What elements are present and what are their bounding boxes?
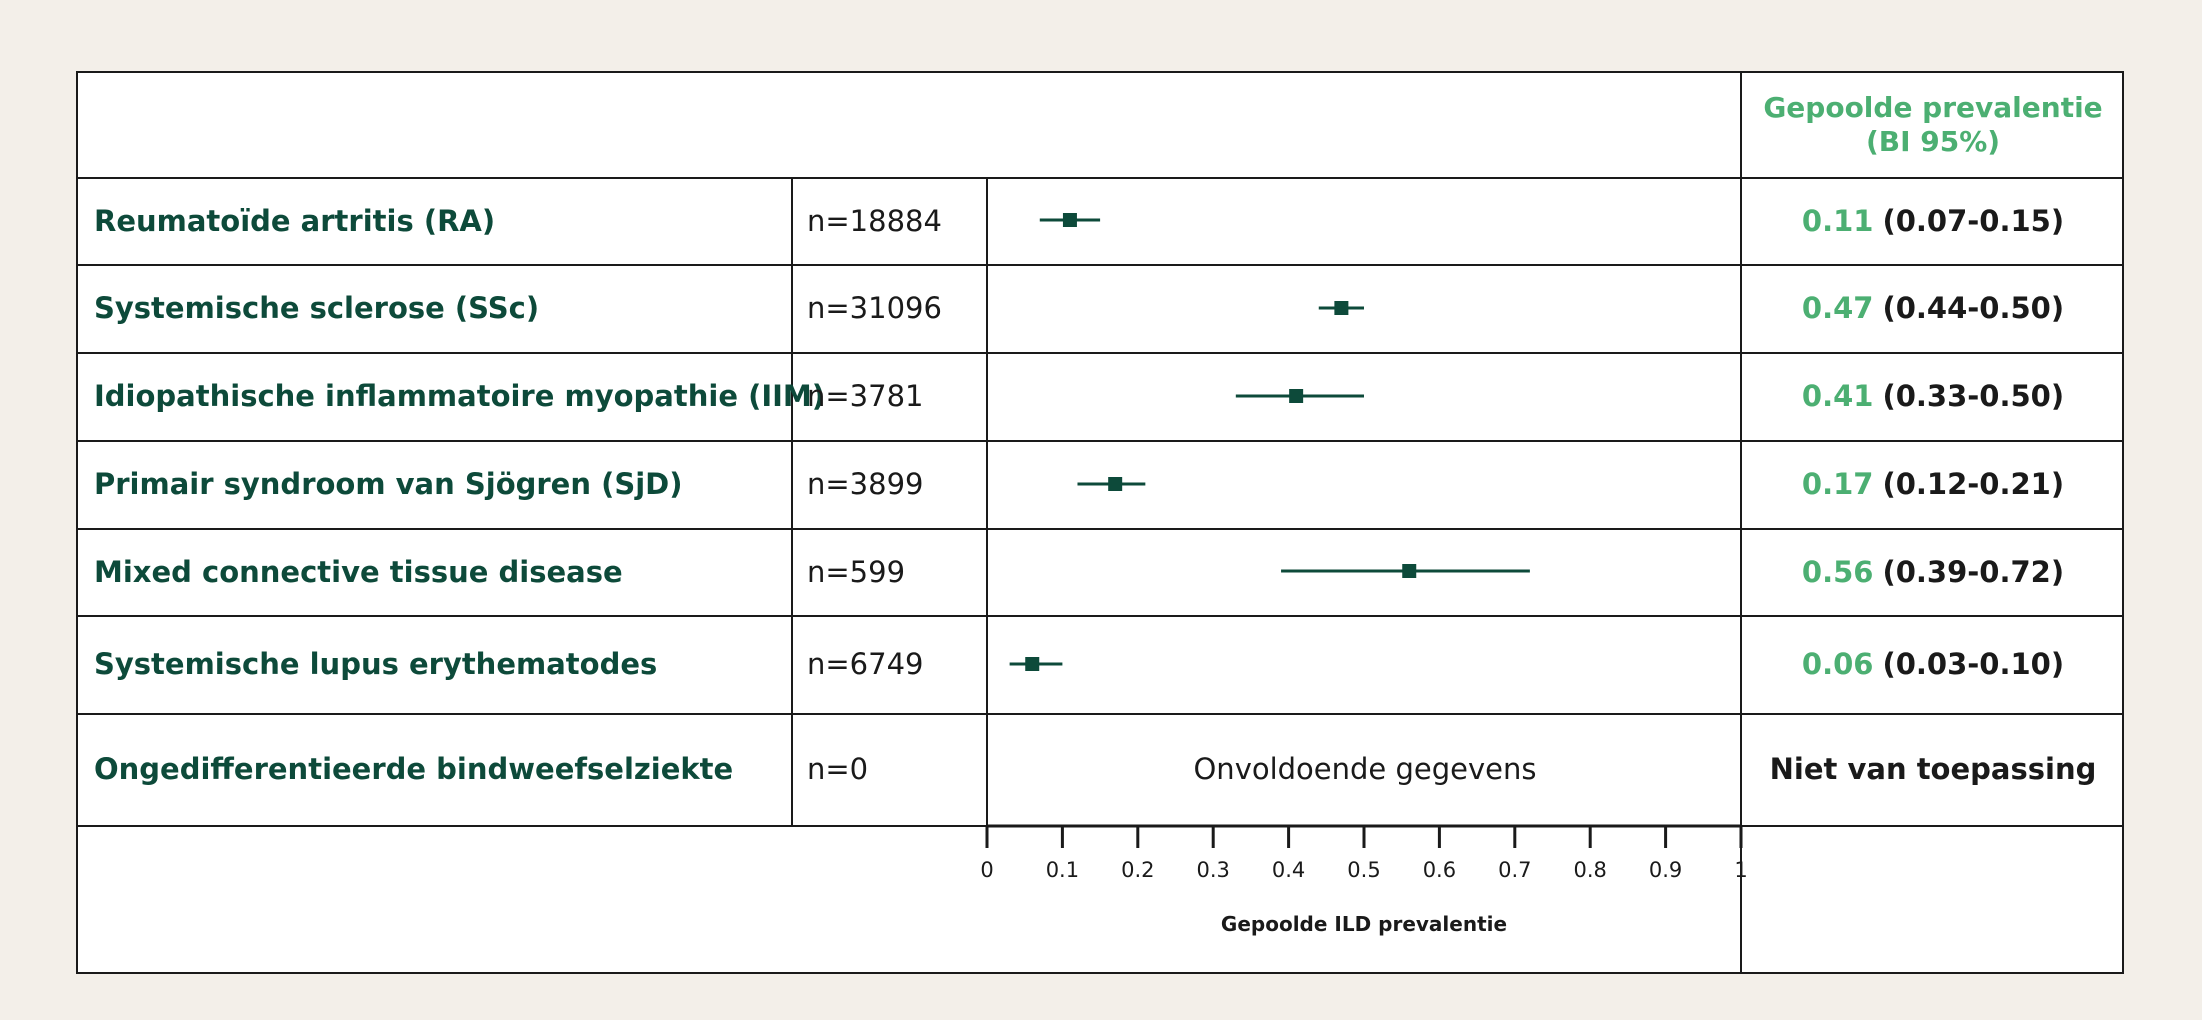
row-n: n=6749 [807,647,924,681]
grid-line [78,352,2122,354]
ci-range: (0.44-0.50) [1882,291,2065,325]
estimate-marker [1062,213,1077,227]
row-n: n=0 [807,752,869,786]
ci-range: (0.03-0.10) [1882,647,2065,681]
x-tick-label: 0.9 [1649,858,1682,882]
grid-line [78,615,2122,617]
grid-line [78,264,2122,266]
x-tick-label: 0.3 [1196,858,1229,882]
row-label: Reumatoïde artritis (RA) [94,203,496,238]
x-tick-label: 0.8 [1573,858,1606,882]
ci-range: (0.12-0.21) [1882,467,2065,501]
row-n: n=31096 [807,291,942,325]
row-label: Primair syndroom van Sjögren (SjD) [94,467,683,501]
x-tick-label: 0.5 [1347,858,1380,882]
grid-line [78,528,2122,530]
ci-range: (0.07-0.15) [1882,203,2065,238]
forest-plot-figure: Gepoolde prevalentie (BI 95%) Reumatoïde… [76,71,2124,974]
estimate-value: 0.17 [1801,467,1874,501]
grid-line [78,177,2122,179]
row-label: Systemische sclerose (SSc) [94,291,540,325]
ci-range: (0.33-0.50) [1882,379,2065,413]
row-label: Idiopathische inflammatoire myopathie (I… [94,379,826,413]
grid-line [1740,73,1742,974]
estimate-value: 0.56 [1801,554,1874,589]
row-label: Ongedifferentieerde bindweefselziekte [94,752,734,786]
estimate-value: 0.47 [1801,291,1874,325]
grid-line [78,713,2122,715]
ci-column-header: Gepoolde prevalentie (BI 95%) [1742,73,2124,177]
x-tick-label: 0 [980,858,993,882]
x-tick-label: 1 [1734,858,1747,882]
estimate-marker [1334,301,1349,315]
row-ci: 0.06 (0.03-0.10) [1742,615,2124,713]
ci-range: (0.39-0.72) [1882,554,2065,589]
estimate-marker [1402,564,1417,578]
no-data-text: Onvoldoende gegevens [1193,752,1537,786]
forest-plot-svg: 0 0.1 0.2 0.3 0.4 0.5 0.6 0.7 0.8 0.9 1 Gepoolde IL… [980,213,1748,936]
estimate-value: 0.41 [1801,379,1874,413]
row-ci: 0.11 (0.07-0.15) [1742,177,2124,264]
estimate-marker [1025,657,1040,671]
ci-header-line1: Gepoolde prevalentie [1763,91,2103,124]
not-applicable-text: Niet van toepassing [1769,752,2097,786]
ci-header-line2: (BI 95%) [1865,125,2001,158]
row-n: n=3899 [807,467,924,501]
grid-line [791,177,793,825]
grid-line [78,440,2122,442]
row-n: n=599 [807,554,906,589]
estimate-marker [1289,389,1304,403]
row-label: Systemische lupus erythematodes [94,647,658,681]
x-tick-label: 0.2 [1121,858,1154,882]
estimate-marker [1108,477,1123,491]
estimate-value: 0.06 [1801,647,1874,681]
x-tick-label: 0.6 [1423,858,1456,882]
x-tick-label: 0.4 [1272,858,1305,882]
x-tick-label: 0.1 [1046,858,1079,882]
estimate-value: 0.11 [1801,203,1874,238]
x-axis-title: Gepoolde ILD prevalentie [1221,912,1507,936]
row-ci: 0.56 (0.39-0.72) [1742,528,2124,615]
row-ci: 0.47 (0.44-0.50) [1742,264,2124,352]
row-ci: 0.17 (0.12-0.21) [1742,440,2124,528]
x-tick-label: 0.7 [1498,858,1531,882]
row-n: n=3781 [807,379,924,413]
row-label: Mixed connective tissue disease [94,554,623,589]
grid-line [986,177,988,825]
row-n: n=18884 [807,203,942,238]
row-ci: 0.41 (0.33-0.50) [1742,352,2124,440]
